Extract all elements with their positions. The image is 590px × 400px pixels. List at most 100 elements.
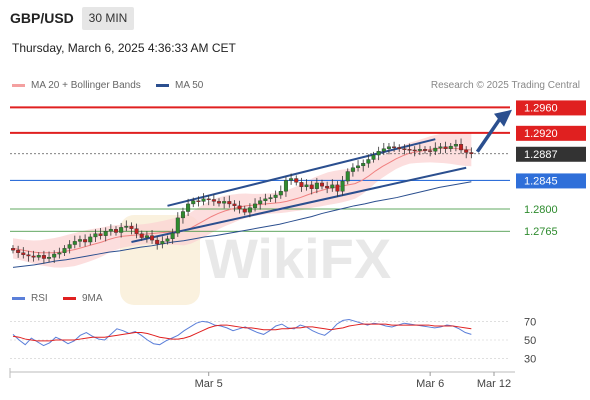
candle — [232, 200, 237, 212]
candle — [57, 247, 62, 259]
candle — [459, 138, 464, 154]
watermark-text: WikiFX — [205, 227, 391, 290]
x-tick-label: Mar 12 — [477, 378, 511, 390]
candle — [119, 222, 124, 238]
candle — [47, 251, 52, 263]
candle — [139, 230, 144, 241]
candle — [314, 177, 319, 194]
candle — [309, 181, 314, 195]
candle — [170, 228, 175, 244]
legend-ma50-label: MA 50 — [175, 80, 204, 91]
candle — [201, 193, 206, 206]
timestamp: Thursday, March 6, 2025 4:36:33 AM CET — [12, 41, 236, 55]
candle — [263, 193, 268, 206]
candle — [304, 179, 309, 191]
candlesticks — [10, 138, 474, 264]
time-axis: Mar 5 Mar 6 Mar 12 — [9, 368, 515, 390]
level-label: 1.2800 — [524, 204, 558, 216]
candle — [16, 245, 21, 258]
candle — [21, 247, 26, 259]
candle — [376, 146, 381, 161]
candle — [191, 197, 196, 208]
bollinger-bands — [13, 132, 472, 268]
price-levels — [10, 106, 510, 232]
candle — [443, 141, 448, 154]
candle — [144, 231, 149, 243]
candle — [108, 224, 113, 236]
x-tick-label: Mar 5 — [195, 378, 223, 390]
candle — [129, 222, 134, 235]
legend-9ma-label: 9MA — [82, 293, 103, 304]
rsi-tick-label: 30 — [524, 354, 536, 366]
channel-upper-line — [167, 138, 436, 207]
level-label: 1.2887 — [524, 149, 558, 161]
level-tag-pivot — [516, 173, 586, 189]
candle — [124, 220, 129, 232]
candle — [98, 228, 103, 240]
ma50-swatch — [156, 84, 169, 87]
candle — [211, 194, 216, 206]
candle — [36, 252, 41, 261]
arrow-shaft — [475, 117, 502, 153]
candle — [113, 226, 118, 236]
candle — [88, 233, 93, 246]
chart-header: GBP/USD 30 MIN — [0, 0, 590, 36]
level-label: 1.2765 — [524, 226, 558, 238]
candle — [77, 235, 82, 248]
candle — [407, 143, 412, 154]
candle — [216, 198, 221, 207]
candle — [160, 236, 165, 249]
candle — [247, 203, 252, 218]
candle — [175, 212, 180, 237]
candle — [62, 245, 67, 256]
candle — [371, 151, 376, 163]
legend-rsi-label: RSI — [31, 293, 48, 304]
symbol-title: GBP/USD — [10, 10, 74, 26]
candle — [242, 205, 247, 216]
candle — [335, 181, 340, 197]
candle — [386, 142, 391, 155]
legend-ma20: MA 20 + Bollinger Bands — [12, 80, 141, 91]
candle — [180, 207, 185, 224]
candle — [278, 185, 283, 199]
candle — [320, 179, 325, 190]
candle — [330, 179, 335, 192]
rsi-swatch — [12, 297, 25, 300]
rsi-tick-label: 70 — [524, 316, 536, 328]
candle — [469, 147, 474, 159]
candle — [453, 139, 458, 152]
candle — [10, 245, 15, 254]
level-tag-last_price — [516, 146, 586, 162]
legend-rsi: RSI — [12, 293, 48, 304]
candle — [289, 173, 294, 185]
candle — [412, 146, 417, 157]
candle — [417, 144, 422, 156]
candle — [423, 146, 428, 154]
candle — [186, 198, 191, 216]
level-label: 1.2920 — [524, 128, 558, 140]
ma20-line — [12, 147, 472, 254]
candle — [381, 142, 386, 156]
candle — [428, 146, 433, 157]
candle — [67, 240, 72, 254]
candle — [83, 234, 88, 247]
candle — [356, 160, 361, 172]
rsi-tick-label: 50 — [524, 335, 536, 347]
candle — [299, 177, 304, 192]
level-tag-resistance — [516, 125, 586, 141]
bollinger-band-area — [13, 132, 472, 268]
candle — [350, 163, 355, 177]
candle — [72, 235, 77, 249]
candle — [366, 154, 371, 168]
candle — [283, 176, 288, 197]
candle — [134, 223, 139, 239]
legend-ma20-label: MA 20 + Bollinger Bands — [31, 80, 141, 91]
copyright-text: Research © 2025 Trading Central — [430, 80, 580, 91]
ma50-line — [12, 181, 472, 268]
arrow-head — [494, 109, 512, 127]
ma9-swatch — [63, 297, 76, 300]
candle — [196, 196, 201, 207]
forecast-arrow — [475, 109, 512, 153]
legend-ma50: MA 50 — [156, 80, 203, 91]
timeframe-button[interactable]: 30 MIN — [82, 7, 134, 30]
